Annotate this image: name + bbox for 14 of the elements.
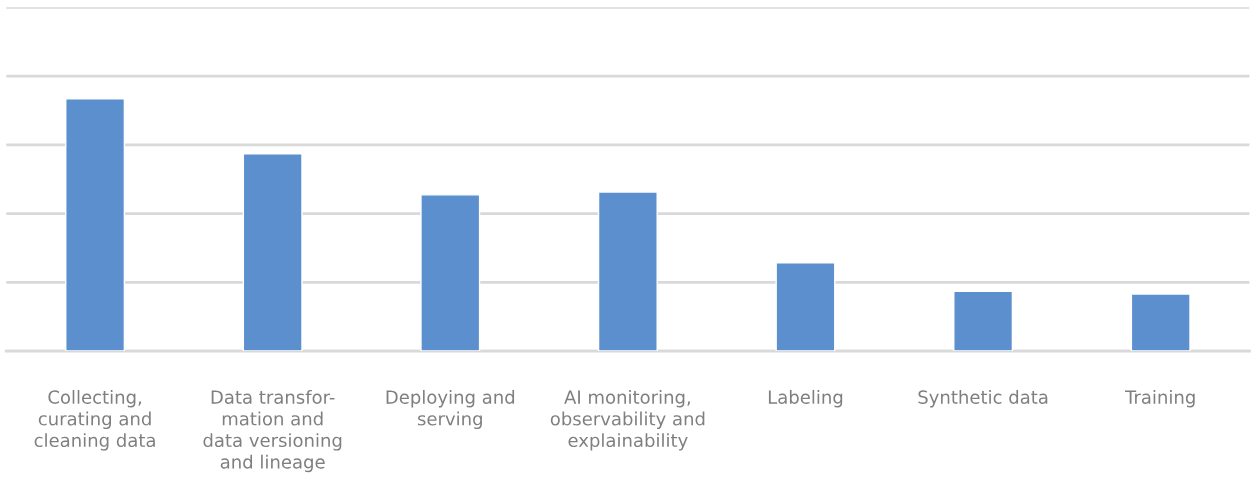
bar [65, 98, 126, 352]
x-tick-label: AI monitoring, observability and explainability [550, 389, 705, 451]
bar [775, 262, 836, 352]
x-tick-label: Collecting, curating and cleaning data [34, 389, 155, 451]
x-tick-label: Synthetic data [918, 389, 1048, 408]
x-tick-label: Labeling [768, 389, 843, 408]
bar [1130, 293, 1191, 352]
x-tick-label: Training [1125, 389, 1195, 408]
x-tick-label: Data transfor- mation and data versioning and lineage [203, 389, 342, 473]
bar [597, 191, 658, 352]
bar [242, 153, 303, 352]
bar [953, 290, 1014, 352]
x-tick-label: Deploying and serving [386, 389, 515, 430]
bar [420, 194, 481, 352]
